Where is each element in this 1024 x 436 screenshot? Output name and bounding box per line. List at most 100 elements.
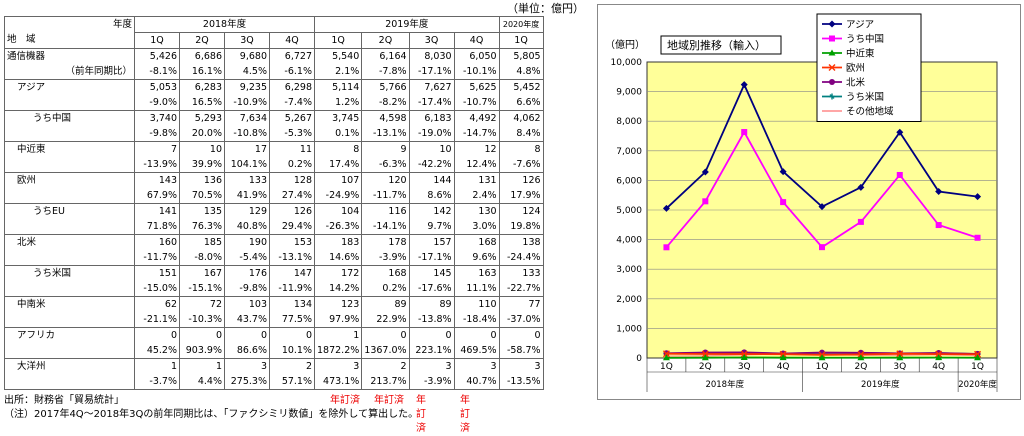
value-cell: 89 (362, 297, 409, 313)
table-row: -15.0%-15.1%-9.8%-11.9%14.2%0.2%-17.6%11… (5, 281, 544, 297)
corner-cell: 年度 (5, 17, 135, 33)
value-cell: 4,492 (454, 111, 499, 127)
x-tick-label: 1Q (971, 362, 984, 372)
quarter-header: 3Q (409, 33, 454, 49)
table-row: -13.9%39.9%104.1%0.2%17.4%-6.3%-42.2%12.… (5, 157, 544, 173)
value-cell: 8 (315, 142, 362, 158)
value-cell: 8,030 (409, 49, 454, 65)
value-cell: 7,627 (409, 80, 454, 96)
yoy-cell: -17.1% (409, 250, 454, 266)
value-cell: 0 (180, 328, 225, 344)
yoy-cell: -13.8% (409, 312, 454, 328)
yoy-cell: 275.3% (225, 374, 270, 390)
yoy-cell: -22.7% (499, 281, 543, 297)
value-cell: 6,164 (362, 49, 409, 65)
quarter-header: 4Q (270, 33, 315, 49)
yoy-cell: 29.4% (270, 219, 315, 235)
value-cell: 128 (270, 173, 315, 189)
y-axis-label: （億円） (605, 38, 645, 51)
yoy-cell: 8.4% (499, 126, 543, 142)
yoy-label-blank (5, 250, 135, 266)
yoy-cell: -3.9% (409, 374, 454, 390)
yoy-cell: 43.7% (225, 312, 270, 328)
value-cell: 190 (225, 235, 270, 251)
yoy-cell: -11.7% (362, 188, 409, 204)
value-cell: 167 (180, 266, 225, 282)
yoy-cell: 16.1% (180, 64, 225, 80)
line-chart: 01,0002,0003,0004,0005,0006,0007,0008,00… (597, 4, 1021, 400)
revised-mark: 年訂済 (374, 394, 404, 408)
yoy-cell: -3.7% (135, 374, 180, 390)
quarter-header: 3Q (225, 33, 270, 49)
value-cell: 124 (499, 204, 543, 220)
value-cell: 10 (409, 142, 454, 158)
yoy-cell: -3.9% (362, 250, 409, 266)
y-tick-label: 1,000 (616, 324, 642, 334)
table-row: 67.9%70.5%41.9%27.4%-24.9%-11.7%8.6%2.4%… (5, 188, 544, 204)
series-marker (829, 79, 835, 85)
x-tick-label: 2Q (854, 362, 867, 372)
region-label: 中南米 (5, 297, 135, 313)
x-group-label: 2018年度 (705, 379, 744, 390)
yoy-cell: -7.8% (362, 64, 409, 80)
value-cell: 89 (409, 297, 454, 313)
value-cell: 3,740 (135, 111, 180, 127)
revised-mark: 年訂済 (460, 394, 470, 436)
value-cell: 135 (180, 204, 225, 220)
value-cell: 9,680 (225, 49, 270, 65)
yoy-cell: 67.9% (135, 188, 180, 204)
value-cell: 62 (135, 297, 180, 313)
table-row: （前年同期比）-8.1%16.1%4.5%-6.1%2.1%-7.8%-17.1… (5, 64, 544, 80)
value-cell: 77 (499, 297, 543, 313)
legend-label: うち中国 (846, 33, 884, 45)
x-tick-label: 1Q (660, 362, 673, 372)
yoy-cell: -6.1% (270, 64, 315, 80)
value-cell: 110 (454, 297, 499, 313)
value-cell: 3 (499, 359, 543, 375)
value-cell: 5,114 (315, 80, 362, 96)
value-cell: 129 (225, 204, 270, 220)
yoy-cell: -6.3% (362, 157, 409, 173)
region-label: うちEU (5, 204, 135, 220)
y-tick-label: 4,000 (616, 236, 642, 246)
legend-label: 欧州 (846, 62, 865, 74)
yoy-label-blank (5, 95, 135, 111)
value-cell: 1 (135, 359, 180, 375)
yoy-cell: -24.9% (315, 188, 362, 204)
yoy-label: （前年同期比） (5, 64, 135, 80)
value-cell: 133 (225, 173, 270, 189)
value-cell: 5,053 (135, 80, 180, 96)
yoy-cell: 9.6% (454, 250, 499, 266)
value-cell: 5,267 (270, 111, 315, 127)
value-cell: 3 (225, 359, 270, 375)
value-cell: 151 (135, 266, 180, 282)
quarter-header: 1Q (315, 33, 362, 49)
value-cell: 145 (409, 266, 454, 282)
value-cell: 4,598 (362, 111, 409, 127)
yoy-cell: 39.9% (180, 157, 225, 173)
legend-label: うち米国 (846, 91, 884, 103)
yoy-cell: 40.7% (454, 374, 499, 390)
yoy-cell: 41.9% (225, 188, 270, 204)
table-row: -11.7%-8.0%-5.4%-13.1%14.6%-3.9%-17.1%9.… (5, 250, 544, 266)
yoy-cell: -13.9% (135, 157, 180, 173)
value-cell: 141 (135, 204, 180, 220)
quarter-header: 2Q (180, 33, 225, 49)
value-cell: 183 (315, 235, 362, 251)
quarter-header: 2Q (362, 33, 409, 49)
value-cell: 163 (454, 266, 499, 282)
value-cell: 2 (270, 359, 315, 375)
yoy-cell: -42.2% (409, 157, 454, 173)
value-cell: 5,426 (135, 49, 180, 65)
yoy-cell: -37.0% (499, 312, 543, 328)
legend-label: その他地域 (846, 106, 894, 118)
yoy-cell: 104.1% (225, 157, 270, 173)
value-cell: 130 (454, 204, 499, 220)
value-cell: 5,452 (499, 80, 543, 96)
